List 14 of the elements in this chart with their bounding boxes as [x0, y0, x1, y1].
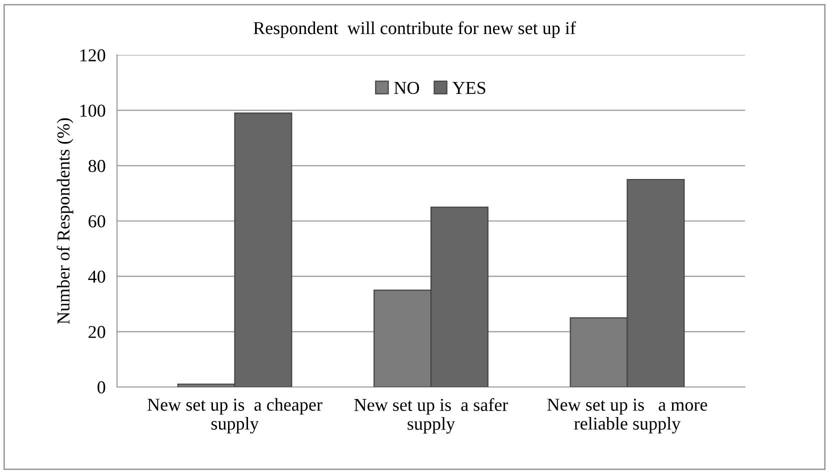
legend-label: YES — [452, 82, 486, 94]
y-axis-title: Number of Respondents (%) — [56, 118, 74, 324]
x-tick-label: New set up is a more reliable supply — [547, 398, 708, 434]
y-tick-label: 20 — [88, 326, 106, 338]
x-tick-label: New set up is a safer supply — [354, 398, 508, 434]
y-tick-label: 80 — [88, 160, 106, 172]
legend-label: NO — [394, 82, 420, 94]
y-tick-label: 0 — [98, 381, 106, 394]
y-tick-label: 120 — [80, 49, 106, 62]
y-tick-label: 40 — [88, 270, 106, 283]
chart-title: Respondent will contribute for new set up if — [254, 21, 576, 38]
y-tick-label: 60 — [88, 215, 106, 228]
y-tick-label: 100 — [80, 104, 106, 117]
x-tick-label: New set up is a cheaper supply — [148, 398, 322, 434]
